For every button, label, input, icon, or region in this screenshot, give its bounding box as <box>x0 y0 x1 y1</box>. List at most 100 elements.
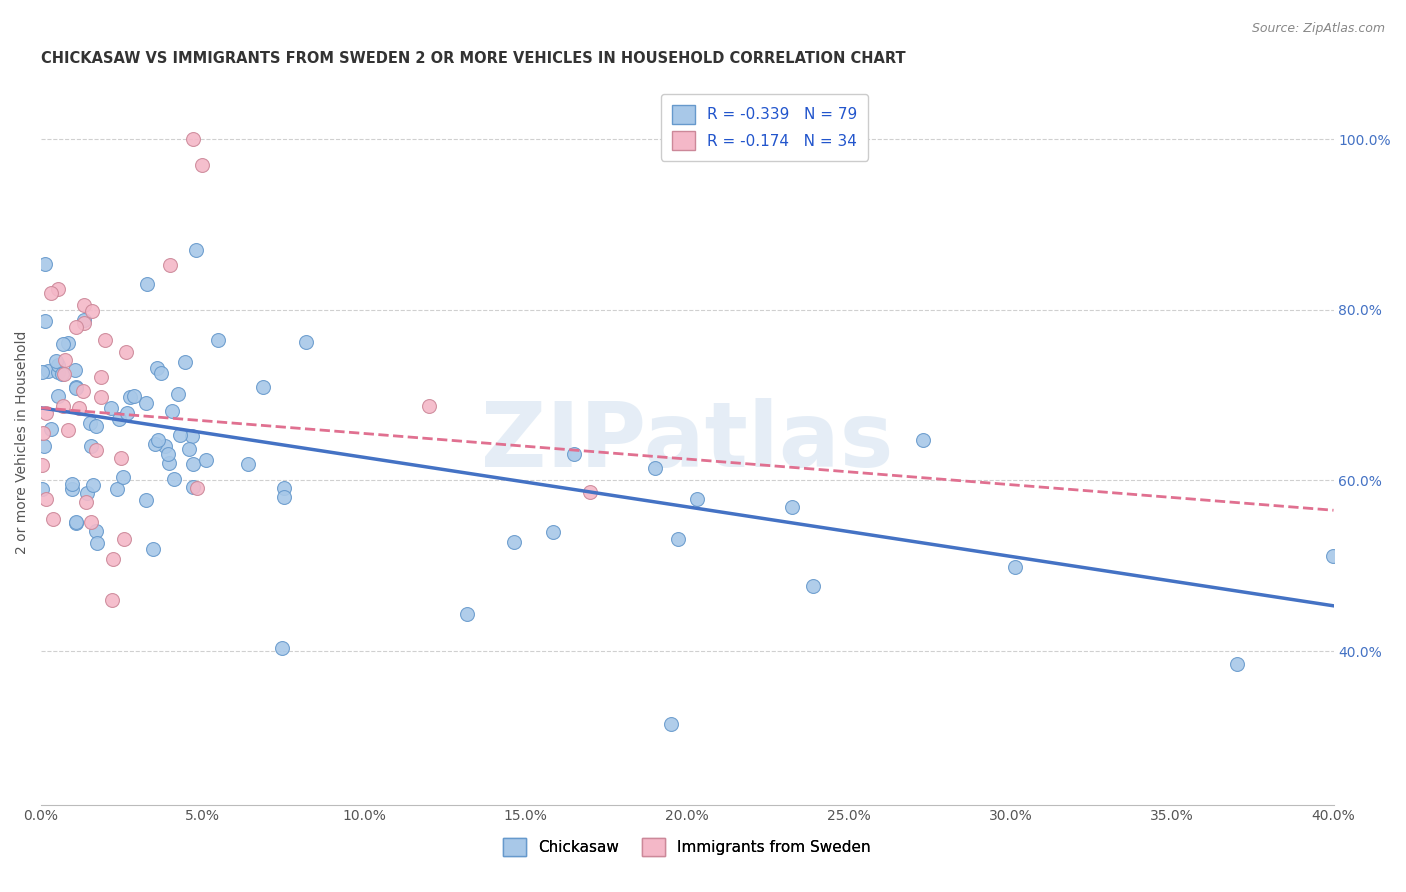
Point <box>79 416 101 430</box>
Point <box>191 158 214 172</box>
Point <box>159 259 181 273</box>
Point <box>48 282 70 296</box>
Point <box>101 552 124 566</box>
Point <box>194 452 217 467</box>
Point <box>160 404 183 418</box>
Point <box>84 418 107 433</box>
Y-axis label: 2 or more Vehicles in Household: 2 or more Vehicles in Household <box>15 330 30 554</box>
Point <box>122 389 145 403</box>
Point <box>135 277 157 291</box>
Point <box>273 490 295 504</box>
Point <box>418 399 440 413</box>
Point <box>65 516 87 530</box>
Point <box>105 482 128 496</box>
Point <box>801 579 824 593</box>
Point <box>295 335 318 350</box>
Point <box>146 361 169 376</box>
Point <box>101 592 124 607</box>
Point <box>143 437 166 451</box>
Point <box>73 316 96 330</box>
Point <box>107 412 129 426</box>
Point <box>84 524 107 538</box>
Point <box>45 354 67 368</box>
Point <box>65 320 87 334</box>
Point <box>100 401 122 415</box>
Point <box>35 406 58 420</box>
Point <box>273 481 295 495</box>
Point <box>111 470 134 484</box>
Point <box>90 369 112 384</box>
Point <box>34 314 56 328</box>
Point <box>56 336 79 351</box>
Point <box>82 478 104 492</box>
Point <box>39 422 62 436</box>
Point <box>456 607 478 621</box>
Point <box>543 524 565 539</box>
Point <box>503 534 526 549</box>
Point <box>644 460 666 475</box>
Point <box>90 390 112 404</box>
Point <box>94 333 117 347</box>
Point <box>120 390 142 404</box>
Point <box>52 400 75 414</box>
Point <box>180 429 202 443</box>
Point <box>46 358 69 372</box>
Point <box>60 477 83 491</box>
Point <box>35 491 58 506</box>
Point <box>181 480 204 494</box>
Point <box>252 380 274 394</box>
Point <box>114 344 136 359</box>
Point <box>76 486 98 500</box>
Text: Source: ZipAtlas.com: Source: ZipAtlas.com <box>1251 22 1385 36</box>
Point <box>52 367 75 381</box>
Point <box>84 443 107 458</box>
Text: ZIPatlas: ZIPatlas <box>481 398 893 486</box>
Point <box>32 439 55 453</box>
Point <box>1322 549 1344 564</box>
Point <box>135 493 157 508</box>
Point <box>51 368 73 382</box>
Point <box>184 243 207 257</box>
Point <box>72 384 94 398</box>
Point <box>912 433 935 447</box>
Point <box>1225 657 1247 671</box>
Point <box>53 352 76 367</box>
Point <box>65 380 87 394</box>
Point <box>63 362 86 376</box>
Point <box>186 482 208 496</box>
Point <box>67 401 90 415</box>
Point <box>174 355 197 369</box>
Point <box>271 641 294 656</box>
Point <box>1004 559 1026 574</box>
Point <box>37 364 59 378</box>
Point <box>48 389 70 403</box>
Point <box>666 532 689 546</box>
Point <box>135 396 157 410</box>
Point <box>42 511 65 525</box>
Point <box>80 439 103 453</box>
Point <box>65 381 87 395</box>
Point <box>166 387 188 401</box>
Point <box>181 132 204 146</box>
Point <box>110 451 132 466</box>
Point <box>685 491 707 506</box>
Point <box>60 482 83 496</box>
Point <box>579 485 602 500</box>
Point <box>155 438 177 452</box>
Point <box>562 447 585 461</box>
Point <box>157 456 180 470</box>
Point <box>73 312 96 326</box>
Text: CHICKASAW VS IMMIGRANTS FROM SWEDEN 2 OR MORE VEHICLES IN HOUSEHOLD CORRELATION : CHICKASAW VS IMMIGRANTS FROM SWEDEN 2 OR… <box>41 51 905 66</box>
Point <box>169 427 191 442</box>
Legend: Chickasaw, Immigrants from Sweden: Chickasaw, Immigrants from Sweden <box>498 831 877 863</box>
Point <box>80 304 103 318</box>
Point <box>115 406 138 420</box>
Point <box>80 516 103 530</box>
Point <box>659 716 682 731</box>
Point <box>31 482 53 496</box>
Point <box>31 365 53 379</box>
Point <box>52 337 75 351</box>
Point <box>75 495 97 509</box>
Point <box>163 472 186 486</box>
Point <box>73 298 96 312</box>
